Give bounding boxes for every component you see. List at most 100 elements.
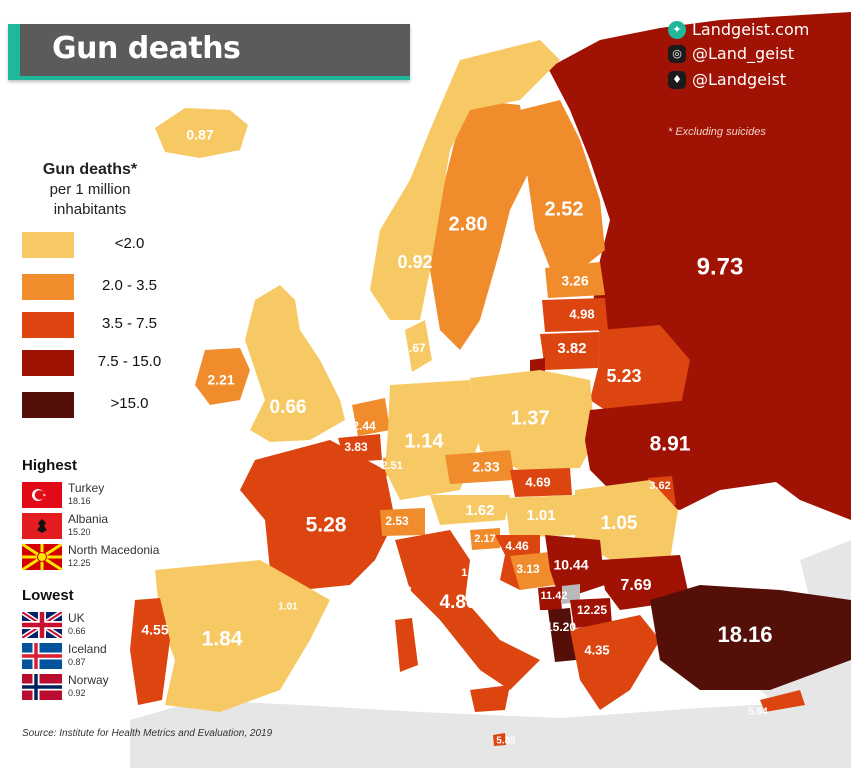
- region-sweden[interactable]: [430, 100, 530, 350]
- value-label-spain: 1.84: [202, 628, 243, 651]
- region-sardinia: [395, 618, 418, 672]
- legend-label: >15.0: [110, 395, 149, 412]
- legend-swatch: [22, 312, 74, 338]
- rank-value: 12.25: [68, 558, 91, 568]
- legend-item: 3.5 - 7.5: [22, 312, 182, 338]
- value-label-portugal: 4.55: [141, 622, 168, 638]
- region-switzerland[interactable]: [380, 508, 425, 536]
- uk-flag: [22, 612, 62, 638]
- region-slovenia[interactable]: [470, 528, 500, 550]
- value-label-ireland: 2.21: [207, 372, 234, 388]
- caucasus-land: [800, 540, 851, 600]
- value-label-greece: 4.35: [584, 642, 609, 657]
- value-label-north-macedonia: 12.25: [577, 603, 607, 617]
- value-label-turkey: 18.16: [717, 622, 772, 647]
- region-montenegro[interactable]: [538, 586, 562, 610]
- region-slovakia[interactable]: [510, 468, 572, 497]
- highest-heading: Highest: [22, 457, 78, 474]
- value-label-uk: 0.66: [270, 397, 307, 418]
- value-label-romania: 1.05: [601, 513, 638, 534]
- region-kosovo: [562, 584, 580, 604]
- region-czechia[interactable]: [445, 450, 515, 484]
- rank-value: 18.16: [68, 496, 91, 506]
- region-estonia[interactable]: [545, 262, 605, 298]
- value-label-bosnia: 3.13: [516, 562, 540, 576]
- twitter-icon: ♦: [668, 70, 686, 89]
- region-latvia[interactable]: [542, 298, 608, 332]
- lowest-heading: Lowest: [22, 587, 74, 604]
- rank-item: Turkey 18.16: [22, 481, 182, 512]
- region-norway[interactable]: [370, 40, 560, 320]
- region-kaliningrad: [530, 358, 545, 372]
- rank-item: Iceland 0.87: [22, 642, 182, 673]
- rank-value: 15.20: [68, 527, 91, 537]
- value-label-serbia: 10.44: [553, 557, 588, 573]
- region-austria[interactable]: [430, 495, 510, 525]
- region-lithuania[interactable]: [540, 332, 600, 370]
- region-serbia[interactable]: [545, 535, 605, 600]
- legend-subtitle-2: inhabitants: [53, 201, 127, 218]
- rank-item: Norway 0.92: [22, 673, 182, 704]
- footnote-suicides: * Excluding suicides: [668, 126, 766, 138]
- value-label-belgium: 3.83: [344, 440, 368, 454]
- value-label-slovenia: 2.17: [474, 533, 495, 545]
- region-france[interactable]: [240, 440, 395, 590]
- region-turkey[interactable]: [650, 585, 851, 690]
- value-label-bulgaria: 7.69: [620, 577, 651, 594]
- region-albania[interactable]: [548, 608, 576, 662]
- rank-country: UK: [68, 611, 85, 625]
- rank-value: 0.66: [68, 626, 86, 636]
- rank-country: Albania: [68, 512, 109, 526]
- value-label-croatia: 4.46: [505, 539, 529, 553]
- albania-flag: [22, 513, 62, 539]
- brand-site-text: Landgeist.com: [692, 20, 810, 39]
- value-label-cyprus: 5.64: [748, 707, 768, 718]
- brand-site[interactable]: ✦ Landgeist.com: [668, 20, 809, 39]
- region-netherlands[interactable]: [352, 398, 390, 436]
- brand-twitter[interactable]: ♦ @Landgeist: [668, 70, 786, 89]
- region-bosnia[interactable]: [510, 552, 555, 590]
- value-label-france: 5.28: [306, 514, 347, 537]
- region-italy[interactable]: [395, 530, 540, 690]
- source-note: Source: Institute for Health Metrics and…: [22, 728, 273, 739]
- rank-country: Iceland: [68, 642, 107, 656]
- brand-twitter-text: @Landgeist: [692, 70, 787, 89]
- turkey-flag: [22, 482, 62, 508]
- value-label-russia: 9.73: [697, 253, 744, 280]
- legend-item: <2.0: [22, 232, 182, 258]
- region-iceland[interactable]: [155, 108, 248, 158]
- title-banner: Gun deaths: [8, 24, 410, 80]
- brand-instagram-text: @Land_geist: [692, 44, 795, 63]
- region-north-macedonia[interactable]: [570, 598, 612, 628]
- brand-instagram[interactable]: ◎ @Land_geist: [668, 44, 794, 63]
- value-label-germany: 1.14: [405, 430, 445, 452]
- region-greece[interactable]: [570, 615, 660, 710]
- region-belarus[interactable]: [590, 325, 690, 420]
- legend-swatch: [22, 392, 74, 418]
- legend-label: 2.0 - 3.5: [101, 277, 158, 294]
- region-hungary[interactable]: [505, 495, 575, 538]
- value-label-hungary: 1.01: [526, 507, 555, 524]
- rank-country: Turkey: [68, 481, 105, 495]
- value-label-denmark: 1.67: [402, 341, 426, 355]
- region-russia[interactable]: [548, 12, 851, 520]
- region-denmark[interactable]: [405, 320, 432, 372]
- region-uk[interactable]: [245, 285, 345, 442]
- region-ireland[interactable]: [195, 348, 250, 405]
- legend-heading: Gun deaths*: [42, 161, 138, 178]
- region-spain[interactable]: [155, 560, 330, 712]
- iceland-flag: [22, 643, 62, 669]
- value-label-slovakia: 4.69: [525, 474, 550, 489]
- value-label-ukraine: 8.91: [650, 433, 691, 456]
- region-malta[interactable]: [493, 733, 506, 746]
- region-sicily: [470, 685, 510, 712]
- title-accent: [8, 24, 20, 76]
- value-label-malta: 5.85: [496, 736, 516, 747]
- region-poland[interactable]: [470, 370, 595, 470]
- region-romania[interactable]: [575, 480, 678, 565]
- region-portugal[interactable]: [130, 598, 170, 705]
- value-label-italy: 4.80: [440, 592, 477, 613]
- region-cyprus[interactable]: [760, 690, 805, 712]
- legend-swatch: [22, 274, 74, 300]
- region-finland[interactable]: [520, 100, 605, 270]
